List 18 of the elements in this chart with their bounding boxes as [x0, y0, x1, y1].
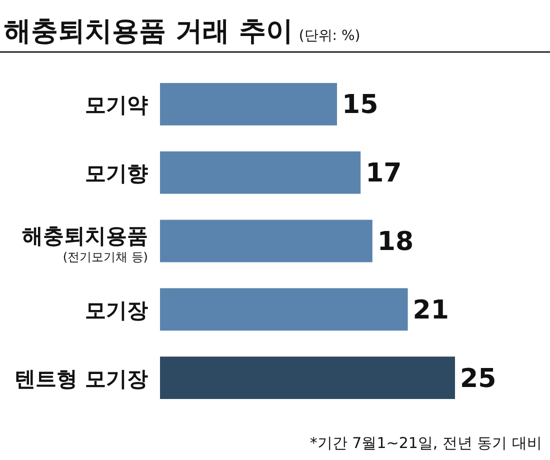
data-label: 25: [460, 364, 496, 394]
data-label: 18: [377, 227, 414, 257]
y-tick-label: 해충퇴치용품 (전기모기채 등): [22, 224, 148, 264]
text: *기간 7월1~21일, 전년 동기 대비: [310, 434, 542, 452]
chart-subtitle: (단위: %): [298, 28, 360, 44]
bar: [160, 220, 372, 262]
bar: [160, 356, 455, 400]
chart-title: 해충퇴치용품 거래 추이: [4, 16, 293, 47]
data-label: 21: [412, 295, 449, 326]
bar: [160, 82, 337, 126]
y-tick-label: 모기장: [85, 298, 148, 322]
y-tick-label: 텐트형 모기장: [14, 366, 148, 391]
y-tick-label: 모기약: [85, 93, 148, 118]
y-tick-label: 모기향: [85, 162, 148, 186]
bar: [160, 151, 361, 194]
data-label: 17: [366, 158, 402, 189]
bar: [160, 288, 408, 331]
data-label: 15: [342, 90, 378, 120]
